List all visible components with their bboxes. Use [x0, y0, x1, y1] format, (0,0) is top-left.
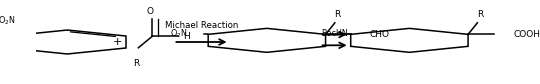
Text: COOH: COOH: [514, 30, 540, 39]
Text: CHO: CHO: [369, 30, 389, 39]
Text: R: R: [334, 10, 340, 19]
Text: BocHN: BocHN: [322, 29, 348, 38]
Text: H: H: [183, 32, 190, 41]
Text: O: O: [146, 7, 153, 16]
Text: O$_2$N: O$_2$N: [0, 14, 15, 27]
Text: R: R: [133, 59, 139, 68]
Text: R: R: [477, 10, 483, 19]
Text: Michael Reaction: Michael Reaction: [165, 21, 238, 30]
Text: +: +: [113, 37, 122, 47]
Text: O$_2$N: O$_2$N: [170, 27, 187, 40]
